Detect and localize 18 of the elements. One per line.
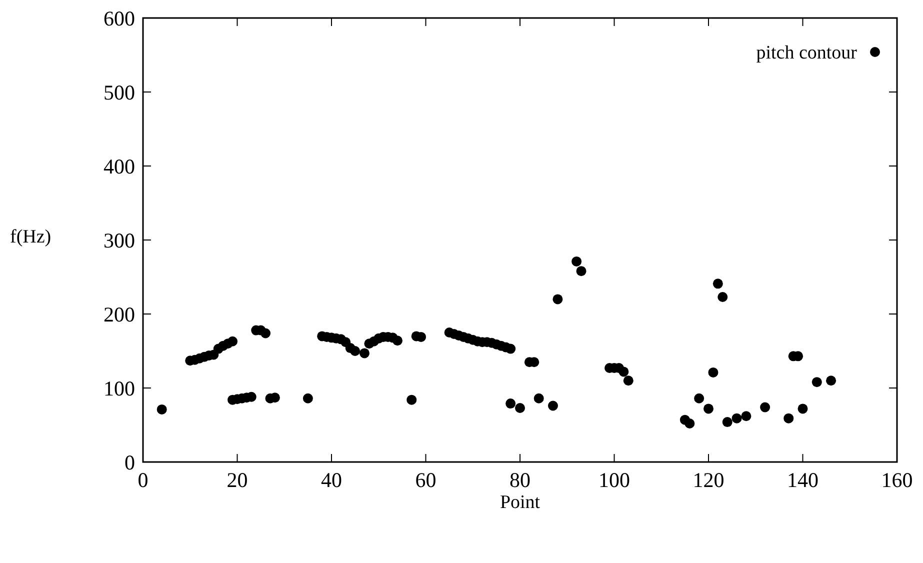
x-tick-label: 160 [881, 468, 913, 492]
y-tick-label: 300 [104, 228, 135, 252]
x-tick-label: 100 [598, 468, 630, 492]
legend-label: pitch contour [756, 42, 858, 64]
x-tick-label: 60 [415, 468, 436, 492]
x-tick-label: 140 [787, 468, 818, 492]
y-tick-label: 600 [104, 6, 135, 30]
x-tick-label: 40 [321, 468, 342, 492]
y-tick-label: 200 [104, 302, 135, 326]
x-axis-title: Point [500, 492, 541, 513]
y-tick-label: 0 [124, 450, 135, 474]
x-tick-label: 120 [692, 468, 724, 492]
x-tick-label: 80 [510, 468, 530, 492]
y-tick-label: 500 [104, 80, 135, 104]
y-tick-label: 100 [104, 376, 135, 400]
x-tick-label: 20 [226, 468, 248, 492]
y-axis-title: f(Hz) [10, 226, 52, 248]
y-tick-label: 400 [104, 154, 135, 178]
